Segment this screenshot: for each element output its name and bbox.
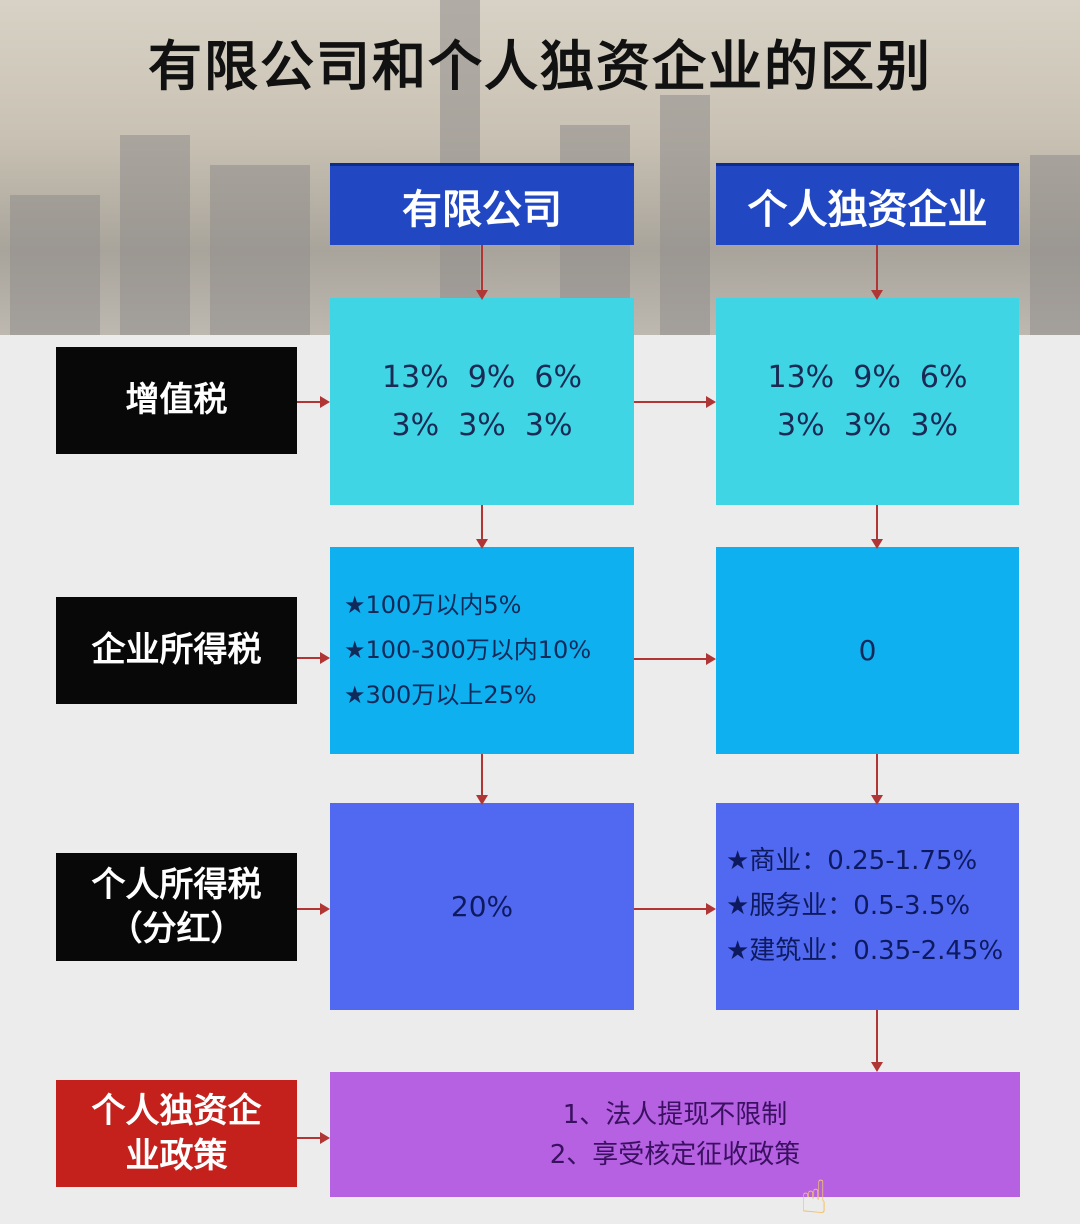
policy-cell: 1、法人提现不限制 2、享受核定征收政策: [330, 1072, 1020, 1197]
label-personal-tax: 个人所得税 （分红）: [56, 853, 297, 961]
label-vat: 增值税: [56, 347, 297, 454]
sole-vat-cell: 13% 9% 6% 3% 3% 3%: [716, 298, 1019, 505]
label-line: （分红）: [108, 909, 245, 949]
cell-line: ★商业：0.25-1.75%: [726, 846, 978, 876]
cell-line: ★100万以内5%: [344, 591, 522, 619]
column-header-sole: 个人独资企业: [716, 163, 1019, 245]
column-header-llc: 有限公司: [330, 163, 634, 245]
pointing-hand-icon: ☝: [800, 1170, 829, 1224]
sole-corporate-tax-cell: 0: [716, 547, 1019, 754]
page-title: 有限公司和个人独资企业的区别: [148, 35, 932, 98]
policy-item: 2、享受核定征收政策: [549, 1139, 801, 1170]
label-line: 个人所得税: [91, 864, 262, 905]
cell-line: 13% 9% 6%: [767, 359, 968, 395]
llc-personal-tax-cell: 20%: [330, 803, 634, 1010]
llc-corporate-tax-cell: ★100万以内5% ★100-300万以内10% ★300万以上25%: [330, 547, 634, 754]
cell-line: ★建筑业：0.35-2.45%: [726, 936, 1004, 966]
cell-line: 3% 3% 3%: [391, 407, 573, 443]
cell-line: 13% 9% 6%: [381, 359, 582, 395]
cell-line: 3% 3% 3%: [777, 407, 958, 443]
cell-line: ★服务业：0.5-3.5%: [726, 891, 971, 921]
label-corporate-tax: 企业所得税: [56, 597, 297, 704]
policy-item: 1、法人提现不限制: [562, 1099, 788, 1130]
sole-personal-tax-cell: ★商业：0.25-1.75% ★服务业：0.5-3.5% ★建筑业：0.35-2…: [716, 803, 1019, 1010]
cell-line: ★300万以上25%: [344, 681, 537, 709]
cell-line: ★100-300万以内10%: [344, 636, 592, 664]
label-policy: 个人独资企业政策: [56, 1080, 297, 1187]
llc-vat-cell: 13% 9% 6% 3% 3% 3%: [330, 298, 634, 505]
